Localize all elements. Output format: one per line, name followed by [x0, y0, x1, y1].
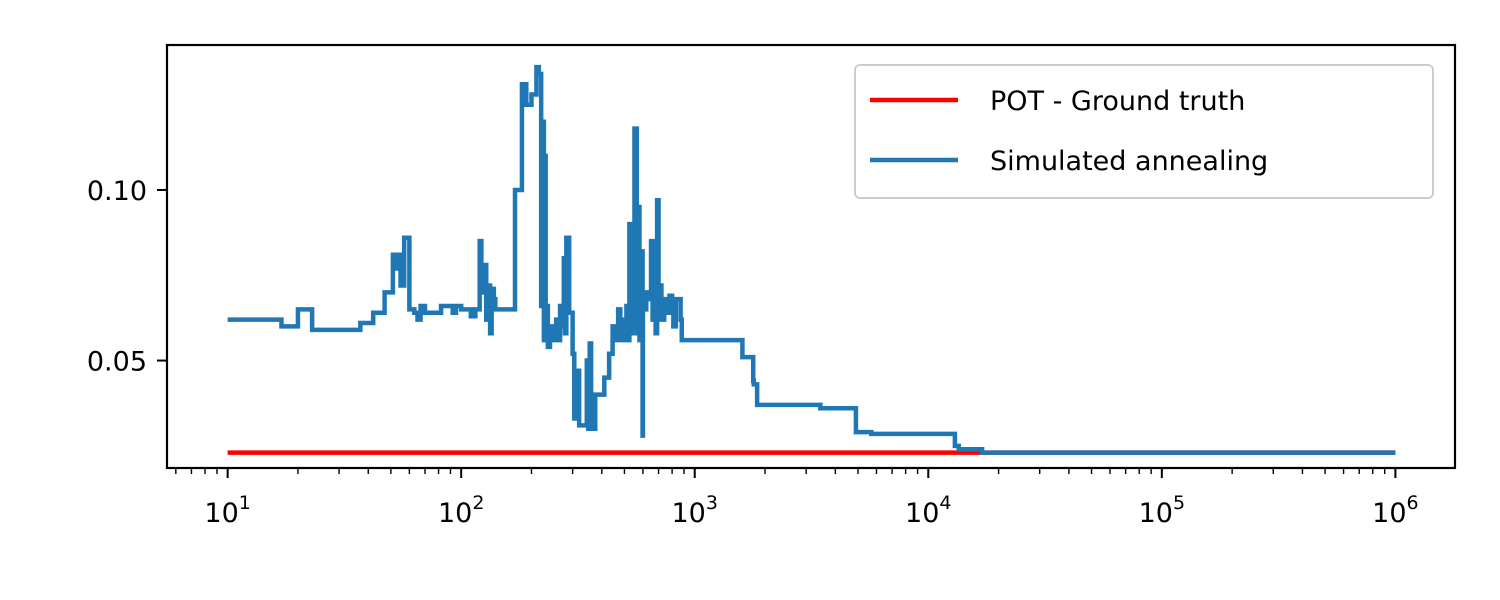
- x-tick-label: 102: [438, 492, 484, 529]
- axes-frame: [165, 43, 1457, 470]
- legend: POT - Ground truth Simulated annealing: [854, 64, 1434, 199]
- x-tick-base: 10: [204, 498, 238, 529]
- x-tick-label: 101: [204, 492, 250, 529]
- x-tick-exponent: 4: [939, 492, 951, 514]
- plot-area: [227, 64, 1396, 455]
- x-tick-exponent: 1: [239, 492, 251, 514]
- legend-label: Simulated annealing: [990, 146, 1268, 177]
- x-tick-base: 10: [905, 498, 939, 529]
- x-tick-label: 106: [1372, 492, 1418, 529]
- y-tick-label: 0.05: [87, 347, 147, 378]
- legend-label: POT - Ground truth: [990, 86, 1245, 117]
- x-tick-base: 10: [1139, 498, 1173, 529]
- x-tick-label: 105: [1139, 492, 1185, 529]
- x-tick-exponent: 5: [1173, 492, 1185, 514]
- series-line-simulated-annealing: [227, 64, 1396, 455]
- x-tick-exponent: 3: [706, 492, 718, 514]
- x-tick-exponent: 2: [472, 492, 484, 514]
- x-tick-label: 104: [905, 492, 951, 529]
- x-tick-exponent: 6: [1407, 492, 1419, 514]
- x-tick-base: 10: [672, 498, 706, 529]
- y-tick-label: 0.10: [87, 176, 147, 207]
- x-tick-base: 10: [1372, 498, 1406, 529]
- x-tick-base: 10: [438, 498, 472, 529]
- x-tick-label: 103: [672, 492, 718, 529]
- legend-box: [854, 64, 1434, 199]
